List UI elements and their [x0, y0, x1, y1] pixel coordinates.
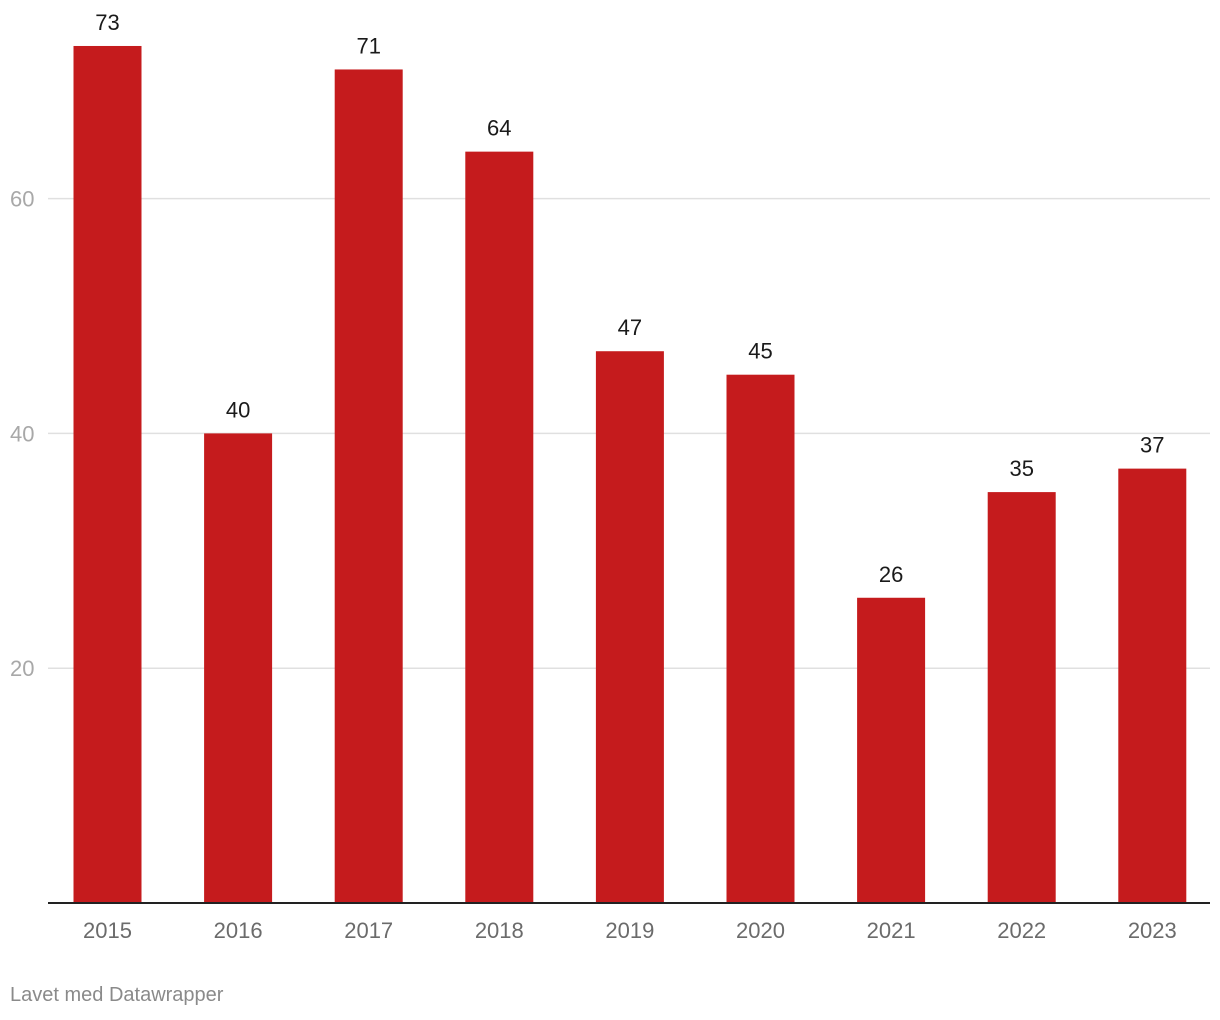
bar-2019 [595, 351, 664, 904]
x-tick-label-2019: 2019 [605, 918, 654, 943]
x-tick-label-2016: 2016 [214, 918, 263, 943]
bars [73, 45, 1187, 904]
value-label-2019: 47 [618, 315, 642, 340]
bar-2017 [334, 69, 403, 903]
bar-2016 [204, 433, 273, 903]
value-label-2015: 73 [95, 10, 119, 35]
value-label-2022: 35 [1009, 456, 1033, 481]
bar-2015 [73, 45, 142, 904]
y-axis-ticks: 20 40 60 [10, 187, 34, 682]
x-tick-label-2021: 2021 [867, 918, 916, 943]
x-tick-label-2017: 2017 [344, 918, 393, 943]
value-label-2020: 45 [748, 339, 772, 364]
x-axis-ticks: 2015 2016 2017 2018 2019 2020 2021 2022 2023 [83, 918, 1177, 943]
x-tick-label-2023: 2023 [1128, 918, 1177, 943]
value-label-2017: 71 [356, 33, 380, 58]
value-label-2021: 26 [879, 562, 903, 587]
value-label-2016: 40 [226, 397, 250, 422]
bar-2022 [987, 492, 1056, 903]
footer-credit: Lavet med Datawrapper [10, 984, 224, 1006]
x-tick-label-2022: 2022 [997, 918, 1046, 943]
y-tick-label: 20 [10, 656, 34, 681]
bar-2023 [1118, 468, 1187, 903]
value-label-2023: 37 [1140, 433, 1164, 458]
y-tick-label: 40 [10, 421, 34, 446]
bar-2018 [465, 151, 534, 903]
bar-2021 [857, 597, 926, 903]
x-tick-label-2015: 2015 [83, 918, 132, 943]
y-tick-label: 60 [10, 187, 34, 212]
value-label-2018: 64 [487, 116, 511, 141]
x-tick-label-2020: 2020 [736, 918, 785, 943]
value-labels: 73 40 71 64 47 45 26 35 37 [95, 10, 1164, 587]
x-tick-label-2018: 2018 [475, 918, 524, 943]
bar-2020 [726, 374, 795, 903]
